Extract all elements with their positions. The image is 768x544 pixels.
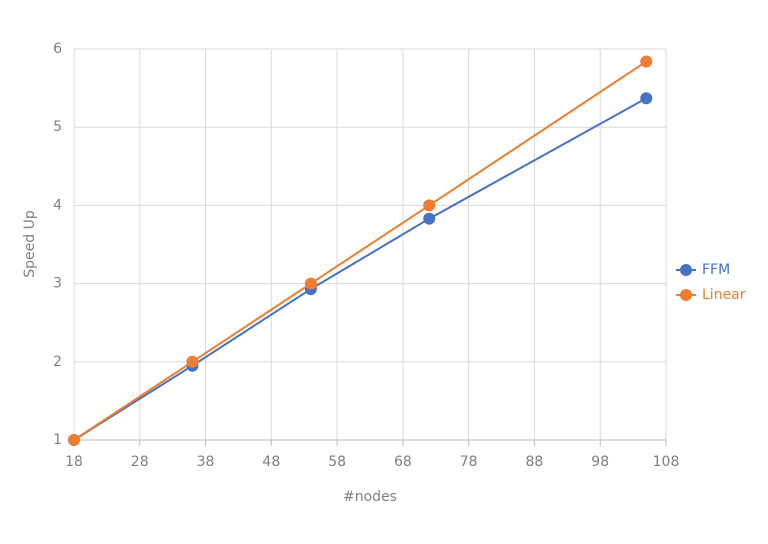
data-point bbox=[186, 355, 199, 368]
series-line bbox=[73, 60, 647, 441]
data-point bbox=[423, 199, 436, 212]
series-line bbox=[73, 97, 647, 441]
x-axis-label: #nodes bbox=[343, 489, 397, 505]
x-tick-label: 98 bbox=[591, 454, 609, 470]
data-point bbox=[640, 55, 653, 68]
data-point bbox=[304, 277, 317, 290]
x-tick-label: 28 bbox=[131, 454, 149, 470]
y-axis-label: Speed Up bbox=[22, 210, 38, 278]
data-point bbox=[68, 434, 80, 446]
legend-label: Linear bbox=[702, 287, 746, 303]
y-tick-label: 2 bbox=[53, 354, 62, 370]
y-tick-label: 6 bbox=[53, 41, 62, 57]
y-tick-label: 3 bbox=[53, 276, 62, 292]
data-point bbox=[423, 212, 436, 225]
x-tick-label: 18 bbox=[65, 454, 83, 470]
legend-marker bbox=[680, 264, 692, 276]
x-tick-label: 108 bbox=[653, 454, 680, 470]
x-tick-label: 88 bbox=[526, 454, 544, 470]
legend-label: FFM bbox=[702, 262, 730, 278]
x-tick-label: 78 bbox=[460, 454, 478, 470]
x-tick-label: 48 bbox=[262, 454, 280, 470]
data-point bbox=[640, 92, 653, 105]
x-tick-label: 38 bbox=[197, 454, 215, 470]
x-tick-label: 58 bbox=[328, 454, 346, 470]
legend-marker bbox=[680, 289, 692, 301]
y-tick-label: 4 bbox=[53, 197, 62, 213]
x-tick-label: 68 bbox=[394, 454, 412, 470]
y-tick-label: 5 bbox=[53, 119, 62, 135]
y-tick-label: 1 bbox=[53, 432, 62, 448]
